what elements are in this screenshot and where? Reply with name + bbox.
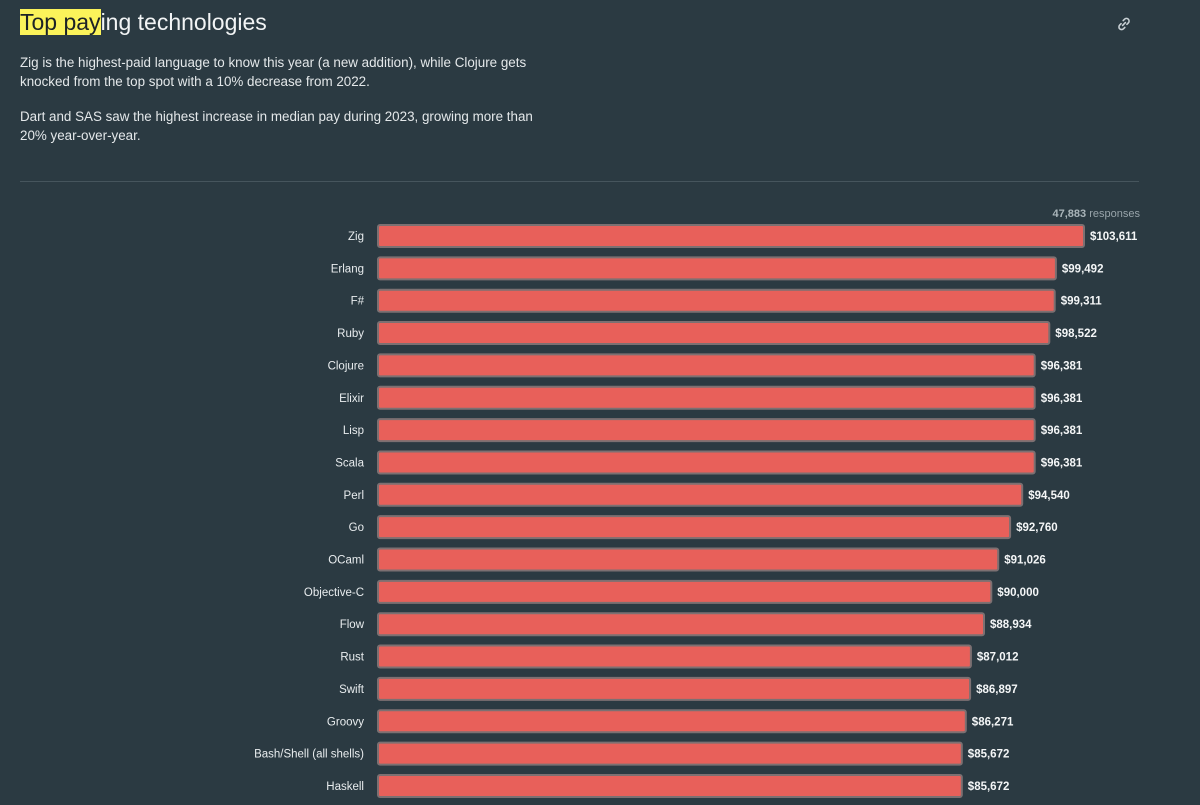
category-label: Lisp [343, 425, 364, 437]
category-label: Groovy [327, 716, 364, 728]
value-label: $86,897 [976, 684, 1018, 696]
category-label: Zig [348, 231, 364, 243]
bar[interactable] [377, 709, 967, 734]
bar[interactable] [377, 676, 972, 701]
value-label: $88,934 [990, 619, 1032, 631]
value-label: $86,271 [972, 716, 1014, 728]
category-label: Erlang [331, 263, 364, 275]
category-label: Flow [340, 619, 365, 631]
value-label: $92,760 [1016, 522, 1058, 534]
divider [20, 181, 1139, 182]
value-label: $85,672 [968, 781, 1010, 793]
value-label: $87,012 [977, 652, 1019, 664]
bar[interactable] [377, 450, 1036, 475]
value-label: $96,381 [1041, 393, 1083, 405]
section-title: Top paying technologies [20, 7, 267, 37]
category-label: Rust [340, 652, 364, 664]
bar[interactable] [377, 256, 1057, 281]
value-label: $98,522 [1055, 328, 1097, 340]
category-label: F# [351, 296, 365, 308]
bar[interactable] [377, 515, 1012, 540]
category-label: Scala [335, 457, 364, 469]
bar[interactable] [377, 288, 1056, 313]
value-label: $94,540 [1028, 490, 1070, 502]
category-label: Haskell [326, 781, 364, 793]
bar[interactable] [377, 385, 1036, 410]
bar[interactable] [377, 773, 963, 798]
value-label: $96,381 [1041, 457, 1083, 469]
bar[interactable] [377, 644, 972, 669]
value-label: $99,492 [1062, 263, 1104, 275]
link-icon-glyph [1118, 17, 1130, 31]
category-label: Elixir [339, 393, 364, 405]
bar[interactable] [377, 321, 1051, 346]
value-label: $85,672 [968, 749, 1010, 761]
title-rest: ing technologies [100, 9, 267, 35]
bar[interactable] [377, 579, 993, 604]
bar[interactable] [377, 418, 1036, 443]
title-highlight: Top pay [20, 9, 101, 35]
description-paragraph-2: Dart and SAS saw the highest increase in… [20, 109, 533, 143]
responses-number: 47,883 [1052, 208, 1087, 220]
bar[interactable] [377, 612, 985, 637]
category-label: Perl [344, 490, 364, 502]
category-label: Clojure [328, 360, 364, 372]
bar[interactable] [377, 224, 1085, 248]
value-label: $91,026 [1004, 555, 1046, 567]
bar[interactable] [377, 482, 1024, 507]
value-label: $103,611 [1090, 231, 1138, 243]
value-label: $99,311 [1061, 296, 1103, 308]
category-label: Bash/Shell (all shells) [254, 749, 364, 761]
category-label: Objective-C [304, 587, 364, 599]
responses-count: 47,883 responses [1053, 208, 1140, 220]
bar[interactable] [377, 741, 963, 766]
value-label: $90,000 [997, 587, 1039, 599]
description-paragraph-1: Zig is the highest-paid language to know… [20, 55, 527, 89]
category-label: Ruby [337, 328, 364, 340]
category-label: OCaml [328, 555, 364, 567]
value-label: $96,381 [1041, 425, 1083, 437]
bar[interactable] [377, 353, 1036, 378]
category-label: Go [349, 522, 364, 534]
category-label: Swift [339, 684, 365, 696]
responses-label: responses [1089, 208, 1140, 220]
value-label: $96,381 [1041, 360, 1083, 372]
bar[interactable] [377, 547, 1000, 572]
link-icon[interactable] [1113, 13, 1135, 35]
